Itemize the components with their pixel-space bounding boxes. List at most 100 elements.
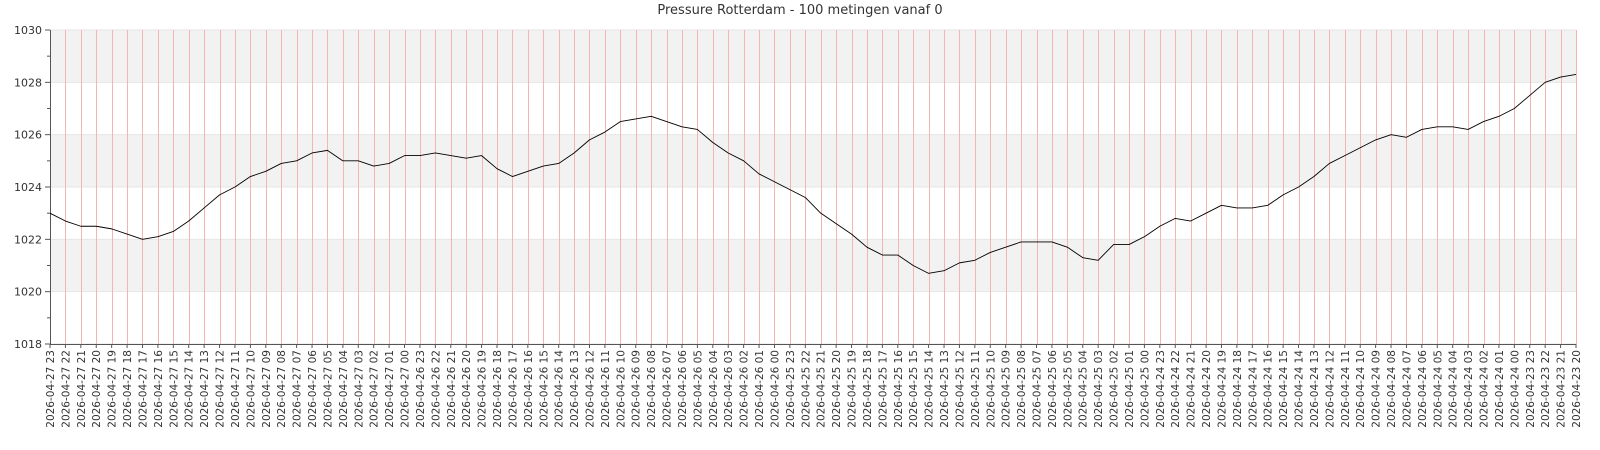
x-tick-label: 2026-04-24 04 (1448, 350, 1460, 428)
x-tick-label: 2026-04-25 00 (1139, 350, 1151, 428)
y-axis-ticks: 1018 1020 1022 1024 1026 1028 1030 (14, 24, 50, 351)
x-tick-label: 2026-04-26 02 (739, 350, 751, 428)
x-tick-label: 2026-04-24 06 (1417, 350, 1429, 428)
x-tick-label: 2026-04-27 01 (384, 350, 396, 428)
x-tick-label: 2026-04-24 08 (1386, 350, 1398, 428)
x-tick-label: 2026-04-24 03 (1463, 350, 1475, 428)
axes (50, 30, 1576, 345)
x-tick-label: 2026-04-25 08 (1016, 350, 1028, 428)
chart-title: Pressure Rotterdam - 100 metingen vanaf … (657, 3, 943, 18)
x-tick-label: 2026-04-26 20 (461, 350, 473, 428)
x-tick-label: 2026-04-26 03 (723, 350, 735, 428)
x-tick-label: 2026-04-25 13 (939, 350, 951, 428)
x-tick-label: 2026-04-26 21 (446, 350, 458, 428)
x-tick-label: 2026-04-26 00 (769, 350, 781, 428)
x-tick-label: 2026-04-27 00 (400, 350, 412, 428)
x-tick-label: 2026-04-23 20 (1571, 350, 1583, 428)
x-tick-label: 2026-04-26 06 (677, 350, 689, 428)
x-tick-label: 2026-04-26 13 (569, 350, 581, 428)
x-tick-label: 2026-04-26 10 (615, 350, 627, 428)
x-tick-label: 2026-04-26 12 (584, 350, 596, 428)
x-tick-label: 2026-04-27 11 (230, 350, 242, 428)
x-tick-label: 2026-04-27 15 (168, 350, 180, 428)
x-tick-label: 2026-04-27 22 (60, 350, 72, 428)
x-tick-label: 2026-04-25 21 (816, 350, 828, 428)
x-tick-label: 2026-04-27 07 (292, 350, 304, 428)
x-tick-label: 2026-04-26 07 (662, 350, 674, 428)
x-tick-label: 2026-04-27 08 (276, 350, 288, 428)
x-tick-label: 2026-04-27 06 (307, 350, 319, 428)
x-tick-label: 2026-04-26 23 (415, 350, 427, 428)
x-tick-label: 2026-04-27 14 (184, 350, 196, 428)
x-tick-label: 2026-04-24 17 (1247, 350, 1259, 428)
x-tick-label: 2026-04-26 22 (430, 350, 442, 428)
x-tick-label: 2026-04-27 17 (137, 350, 149, 428)
x-tick-label: 2026-04-24 12 (1324, 350, 1336, 428)
x-tick-label: 2026-04-25 14 (924, 350, 936, 428)
x-tick-label: 2026-04-24 01 (1494, 350, 1506, 428)
x-axis-ticks: 2026-04-27 23 2026-04-27 22 2026-04-27 21 2… (45, 344, 1583, 428)
x-tick-label: 2026-04-24 14 (1294, 350, 1306, 428)
x-tick-label: 2026-04-27 12 (215, 350, 227, 428)
x-tick-label: 2026-04-25 09 (1001, 350, 1013, 428)
x-tick-label: 2026-04-27 16 (153, 350, 165, 428)
x-tick-label: 2026-04-24 23 (1155, 350, 1167, 428)
x-tick-label: 2026-04-25 17 (877, 350, 889, 428)
y-tick-label: 1026 (14, 129, 42, 142)
x-tick-label: 2026-04-26 04 (708, 350, 720, 428)
y-tick-label: 1022 (14, 233, 42, 246)
x-tick-label: 2026-04-26 17 (507, 350, 519, 428)
x-tick-label: 2026-04-24 10 (1355, 350, 1367, 428)
x-tick-label: 2026-04-26 18 (492, 350, 504, 428)
x-tick-label: 2026-04-27 18 (122, 350, 134, 428)
background-band (50, 134, 1576, 187)
y-tick-label: 1024 (14, 181, 42, 194)
x-tick-label: 2026-04-27 10 (245, 350, 257, 428)
x-tick-label: 2026-04-24 18 (1232, 350, 1244, 428)
x-tick-label: 2026-04-25 15 (908, 350, 920, 428)
x-tick-label: 2026-04-25 03 (1093, 350, 1105, 428)
x-tick-label: 2026-04-27 20 (91, 350, 103, 428)
x-tick-label: 2026-04-25 19 (847, 350, 859, 428)
x-tick-label: 2026-04-25 11 (970, 350, 982, 428)
x-tick-label: 2026-04-26 14 (554, 350, 566, 428)
x-tick-label: 2026-04-24 19 (1216, 350, 1228, 428)
y-tick-label: 1020 (14, 286, 42, 299)
x-tick-label: 2026-04-24 16 (1263, 350, 1275, 428)
series-layer (49, 74, 1577, 274)
vertical-gridlines (50, 30, 1577, 344)
y-tick-label: 1028 (14, 76, 42, 89)
x-tick-label: 2026-04-25 04 (1078, 350, 1090, 428)
background-band (50, 239, 1576, 292)
x-tick-label: 2026-04-24 15 (1278, 350, 1290, 428)
x-tick-label: 2026-04-26 16 (523, 350, 535, 428)
x-tick-label: 2026-04-25 18 (862, 350, 874, 428)
x-tick-label: 2026-04-24 21 (1186, 350, 1198, 428)
background-bands (50, 30, 1576, 292)
x-tick-label: 2026-04-27 19 (107, 350, 119, 428)
x-tick-label: 2026-04-25 02 (1109, 350, 1121, 428)
x-tick-label: 2026-04-25 22 (800, 350, 812, 428)
x-tick-label: 2026-04-26 11 (600, 350, 612, 428)
x-tick-label: 2026-04-23 21 (1556, 350, 1568, 428)
x-tick-label: 2026-04-25 20 (831, 350, 843, 428)
background-band (50, 30, 1576, 83)
x-tick-label: 2026-04-25 07 (1032, 350, 1044, 428)
x-tick-label: 2026-04-26 01 (754, 350, 766, 428)
x-tick-label: 2026-04-27 04 (338, 350, 350, 428)
x-tick-label: 2026-04-24 22 (1170, 350, 1182, 428)
x-tick-label: 2026-04-25 23 (785, 350, 797, 428)
x-tick-label: 2026-04-24 11 (1340, 350, 1352, 428)
x-tick-label: 2026-04-24 00 (1509, 350, 1521, 428)
x-tick-label: 2026-04-24 13 (1309, 350, 1321, 428)
x-tick-label: 2026-04-24 09 (1371, 350, 1383, 428)
x-tick-label: 2026-04-24 02 (1479, 350, 1491, 428)
x-tick-label: 2026-04-27 21 (76, 350, 88, 428)
x-tick-label: 2026-04-27 09 (261, 350, 273, 428)
x-tick-label: 2026-04-25 10 (985, 350, 997, 428)
x-tick-label: 2026-04-25 16 (893, 350, 905, 428)
x-tick-label: 2026-04-26 08 (646, 350, 658, 428)
y-tick-label: 1018 (14, 338, 42, 351)
x-tick-label: 2026-04-23 22 (1540, 350, 1552, 428)
